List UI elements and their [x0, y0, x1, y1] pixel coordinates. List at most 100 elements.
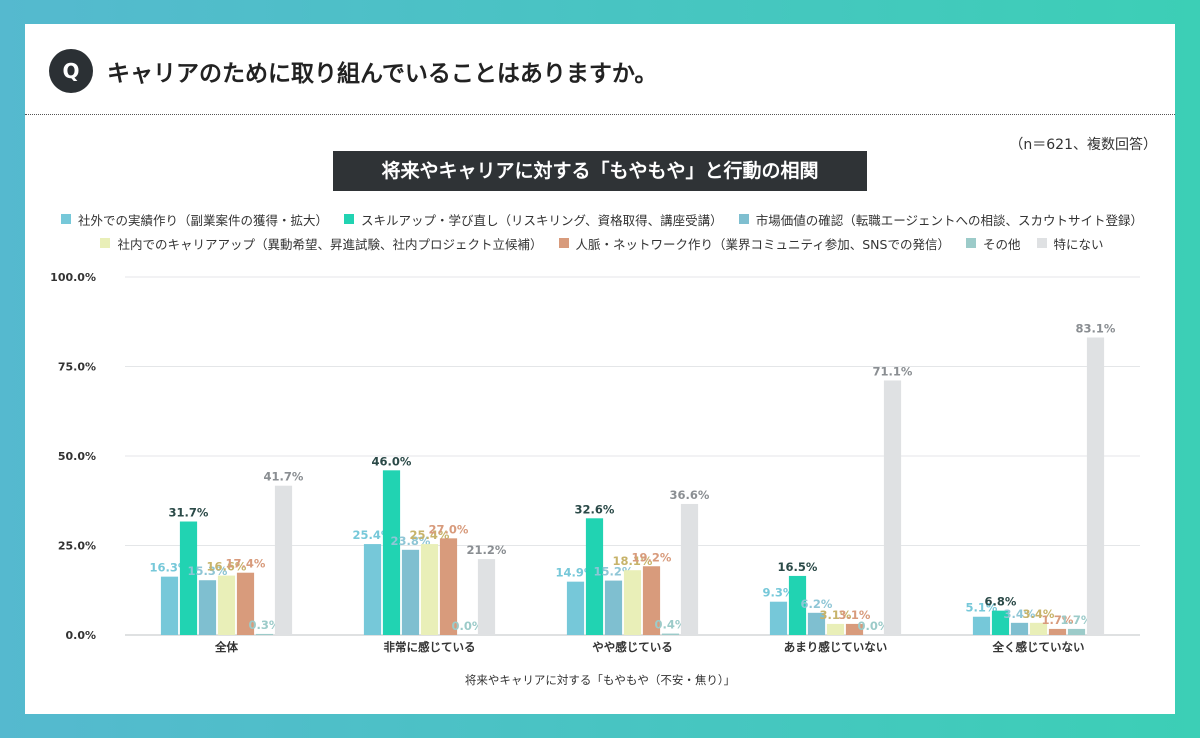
bar [1048, 628, 1067, 635]
data-label: 23.8% [391, 534, 431, 548]
data-label: 25.4% [410, 528, 450, 542]
bar [439, 538, 458, 635]
legend-swatch [61, 214, 72, 224]
data-label: 3.1% [839, 608, 871, 622]
x-tick-label: 非常に感じている [384, 640, 476, 654]
dotted-divider [25, 114, 1175, 115]
bar [845, 623, 864, 635]
data-label: 0.0% [858, 619, 890, 633]
bar [604, 580, 623, 635]
chart-legend: 社外での実績作り（副業案件の獲得・拡大） スキルアップ・学び直し（リスキリング、資… [47, 207, 1157, 255]
data-label: 3.4% [1004, 607, 1036, 621]
bar [566, 581, 585, 635]
bar [198, 580, 217, 635]
bar [255, 633, 274, 635]
legend-label: スキルアップ・学び直し（リスキリング、資格取得、講座受講） [361, 212, 723, 228]
legend-item: 人脈・ネットワーク作り（業界コミュニティ参加、SNSでの発信） [558, 234, 950, 253]
chart-title: 将来やキャリアに対する「もやもや」と行動の相関 [333, 151, 867, 191]
data-label: 41.7% [264, 470, 304, 484]
question-title: キャリアのために取り組んでいることはありますか。 [107, 61, 658, 87]
x-axis-title: 将来やキャリアに対する「もやもや（不安・焦り）」 [464, 673, 736, 687]
bar [236, 572, 255, 635]
data-label: 16.5% [778, 560, 818, 574]
data-label: 21.2% [467, 543, 507, 557]
bar [680, 503, 699, 635]
data-label: 14.9% [556, 566, 596, 580]
data-label: 1.7% [1042, 613, 1074, 627]
bar [363, 544, 382, 635]
data-label: 0.0% [452, 619, 484, 633]
bar [1086, 337, 1105, 635]
data-label: 83.1% [1076, 322, 1116, 336]
bar [642, 566, 661, 635]
legend-item: 社内でのキャリアアップ（異動希望、昇進試験、社内プロジェクト立候補） [100, 234, 543, 253]
data-label: 15.3% [188, 564, 228, 578]
chart-card: Q キャリアのために取り組んでいることはありますか。 （n＝621、複数回答） … [25, 24, 1175, 714]
legend-swatch [558, 238, 569, 248]
data-label: 0.4% [655, 618, 687, 632]
bar [382, 470, 401, 635]
sample-note: （n＝621、複数回答） [1009, 137, 1157, 153]
legend-label: 市場価値の確認（転職エージェントへの相談、スカウトサイト登録） [755, 212, 1143, 228]
bar [769, 601, 788, 635]
data-label: 0.3% [249, 618, 281, 632]
legend-label: 人脈・ネットワーク作り（業界コミュニティ参加、SNSでの発信） [575, 236, 950, 252]
data-label: 17.4% [226, 557, 266, 571]
legend-item: 社外での実績作り（副業案件の獲得・拡大） [61, 210, 328, 229]
data-label: 27.0% [429, 522, 469, 536]
y-tick-label: 50.0% [58, 450, 96, 463]
bar [401, 549, 420, 635]
legend-swatch [738, 214, 749, 224]
x-tick-label: 全体 [214, 640, 238, 654]
data-label: 46.0% [372, 454, 412, 468]
data-label: 9.3% [763, 586, 795, 600]
data-label: 6.8% [985, 595, 1017, 609]
x-tick-label: 全く感じていない [992, 640, 1085, 654]
x-tick-label: あまり感じていない [784, 640, 888, 654]
legend-swatch [344, 214, 355, 224]
bar [972, 616, 991, 635]
data-label: 25.4% [353, 528, 393, 542]
bar [1067, 628, 1086, 635]
bar [160, 576, 179, 635]
bar [807, 612, 826, 635]
legend-label: その他 [982, 236, 1021, 252]
legend-label: 特にない [1053, 236, 1104, 252]
y-tick-label: 0.0% [65, 629, 96, 642]
bar [788, 575, 807, 635]
data-label: 31.7% [169, 506, 209, 520]
data-label: 36.6% [670, 488, 710, 502]
bar [585, 518, 604, 635]
bar [1010, 622, 1029, 635]
legend-item: その他 [965, 234, 1021, 253]
legend-row: 社外での実績作り（副業案件の獲得・拡大） スキルアップ・学び直し（リスキリング、資… [47, 207, 1157, 231]
bar [420, 544, 439, 635]
question-badge: Q [49, 49, 93, 93]
data-label: 3.4% [1023, 607, 1055, 621]
legend-swatch [965, 238, 976, 248]
legend-item: 市場価値の確認（転職エージェントへの相談、スカウトサイト登録） [738, 210, 1143, 229]
bar-chart-plot: 0.0% 25.0% 50.0% 75.0% 100.0% 16.3% 31.7% 15.3%… [50, 271, 1140, 654]
bar [661, 633, 680, 635]
bar [826, 623, 845, 635]
legend-swatch [1036, 238, 1047, 248]
data-label: 1.7% [1061, 613, 1093, 627]
legend-item: 特にない [1036, 234, 1104, 253]
bar [179, 521, 198, 635]
legend-item: スキルアップ・学び直し（リスキリング、資格取得、講座受講） [344, 210, 723, 229]
legend-row: 社内でのキャリアアップ（異動希望、昇進試験、社内プロジェクト立候補） 人脈・ネット… [47, 231, 1157, 255]
data-label: 32.6% [575, 502, 615, 516]
y-tick-label: 75.0% [58, 361, 96, 374]
bar [991, 610, 1010, 635]
data-label: 15.2% [594, 565, 634, 579]
data-label: 71.1% [873, 364, 913, 378]
legend-label: 社外での実績作り（副業案件の獲得・拡大） [78, 212, 329, 228]
bar [623, 570, 642, 635]
question-header: Q キャリアのために取り組んでいることはありますか。 [25, 24, 1175, 114]
data-label: 3.1% [820, 608, 852, 622]
legend-swatch [100, 238, 111, 248]
data-label: 18.1% [613, 554, 653, 568]
data-label: 5.1% [966, 601, 998, 615]
y-tick-label: 25.0% [58, 540, 96, 553]
bar [274, 485, 293, 635]
